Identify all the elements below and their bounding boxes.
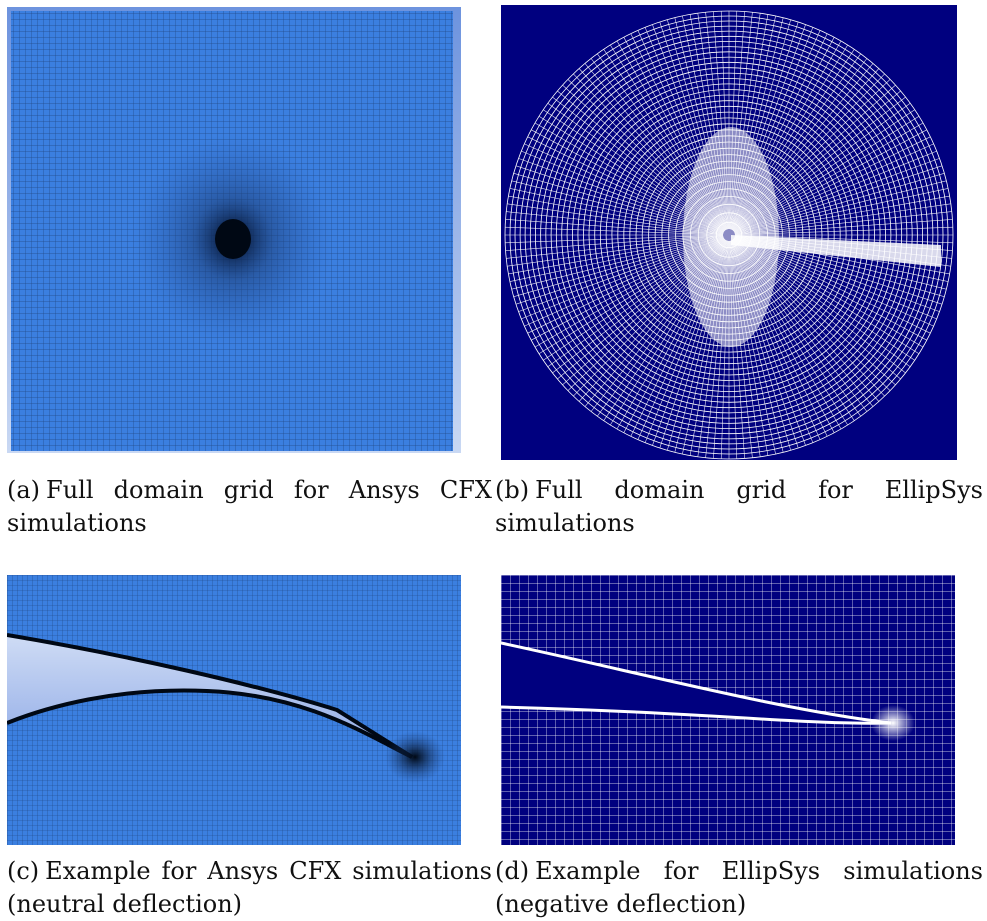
caption-b-text: Full domain grid for EllipSys simulation… bbox=[495, 476, 983, 537]
caption-b: (b) Full domain grid for EllipSys simulat… bbox=[495, 474, 983, 540]
caption-c-text: Example for Ansys CFX simulations (neutr… bbox=[7, 857, 492, 918]
caption-b-letter: (b) bbox=[495, 476, 530, 504]
caption-d: (d) Example for EllipSys simulations (neg… bbox=[495, 855, 983, 921]
panel-c-cfx-neutral bbox=[7, 575, 461, 845]
panel-d-ellipsys-negative bbox=[501, 575, 955, 845]
caption-a-text: Full domain grid for Ansys CFX simulatio… bbox=[7, 476, 492, 537]
panel-b-ellipsys-full-domain bbox=[501, 5, 957, 460]
caption-a: (a) Full domain grid for Ansys CFX simula… bbox=[7, 474, 492, 540]
panel-a-cfx-full-domain bbox=[7, 7, 461, 453]
ellipsys-negative-deflection-grid-image bbox=[501, 575, 955, 845]
ellipsys-full-domain-grid-image bbox=[501, 5, 957, 460]
caption-d-letter: (d) bbox=[495, 857, 530, 885]
caption-c-letter: (c) bbox=[7, 857, 40, 885]
cfx-full-domain-grid-image bbox=[7, 7, 461, 453]
caption-c: (c) Example for Ansys CFX simulations (ne… bbox=[7, 855, 492, 921]
caption-a-letter: (a) bbox=[7, 476, 41, 504]
caption-d-text: Example for EllipSys simulations (negati… bbox=[495, 857, 983, 918]
cfx-neutral-deflection-grid-image bbox=[7, 575, 461, 845]
